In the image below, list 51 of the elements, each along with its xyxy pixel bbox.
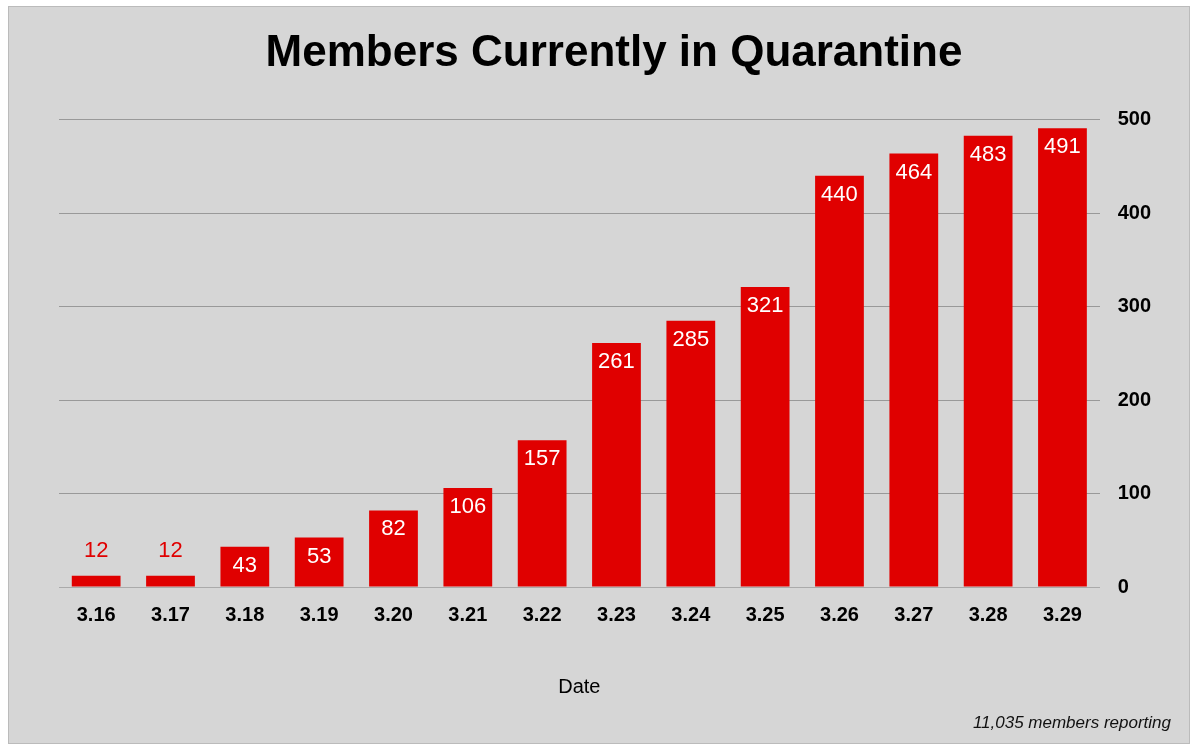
x-tick-label: 3.24 xyxy=(671,602,712,625)
x-axis-title: Date xyxy=(558,674,601,697)
bar xyxy=(294,537,344,587)
bar xyxy=(889,153,939,587)
text: 11,035 members reporting xyxy=(972,713,1171,733)
data-label: 261 xyxy=(598,348,635,374)
x-tick-label: 3.23 xyxy=(597,602,636,625)
bar xyxy=(963,135,1013,587)
x-tick-label: 3.27 xyxy=(894,602,934,625)
data-label: 53 xyxy=(306,542,332,568)
x-tick-label: 3.20 xyxy=(374,602,413,625)
x-tick-label: 3.18 xyxy=(225,602,265,625)
bar xyxy=(815,175,864,587)
data-label: 440 xyxy=(821,180,858,206)
bar xyxy=(1038,128,1087,587)
bar xyxy=(443,487,493,587)
y-tick-label: 400 xyxy=(1117,200,1152,223)
data-label: 491 xyxy=(1044,133,1081,159)
x-tick-label: 3.16 xyxy=(76,602,116,625)
y-tick-label: 500 xyxy=(1117,107,1152,130)
data-label: 12 xyxy=(83,536,109,562)
x-tick-label: 3.25 xyxy=(745,602,785,625)
data-label: 464 xyxy=(895,158,933,184)
data-label: 43 xyxy=(232,551,258,577)
bar xyxy=(71,575,121,587)
y-tick-label: 200 xyxy=(1117,387,1152,410)
bar xyxy=(220,546,270,587)
bar xyxy=(369,510,418,587)
x-tick-label: 3.19 xyxy=(299,602,339,625)
bar xyxy=(740,287,790,587)
data-label: 483 xyxy=(969,140,1007,166)
y-tick-label: 100 xyxy=(1117,481,1152,504)
x-tick-label: 3.28 xyxy=(968,602,1008,625)
bar xyxy=(146,575,195,587)
bar xyxy=(517,440,567,587)
data-label: 106 xyxy=(449,493,487,519)
bar xyxy=(666,320,716,587)
data-label: 12 xyxy=(158,536,183,562)
y-tick-label: 0 xyxy=(1117,574,1129,597)
data-label: 321 xyxy=(746,292,784,318)
data-label: 285 xyxy=(672,325,710,351)
x-tick-label: 3.29 xyxy=(1043,602,1082,625)
data-label: 157 xyxy=(523,445,561,471)
x-tick-label: 3.22 xyxy=(522,602,562,625)
y-tick-label: 300 xyxy=(1117,294,1152,317)
x-tick-label: 3.26 xyxy=(820,602,859,625)
x-tick-label: 3.21 xyxy=(448,602,488,625)
chart-title: Members Currently in Quarantine xyxy=(265,25,963,75)
bar xyxy=(592,343,641,587)
x-tick-label: 3.17 xyxy=(151,602,190,625)
data-label: 82 xyxy=(381,515,406,541)
